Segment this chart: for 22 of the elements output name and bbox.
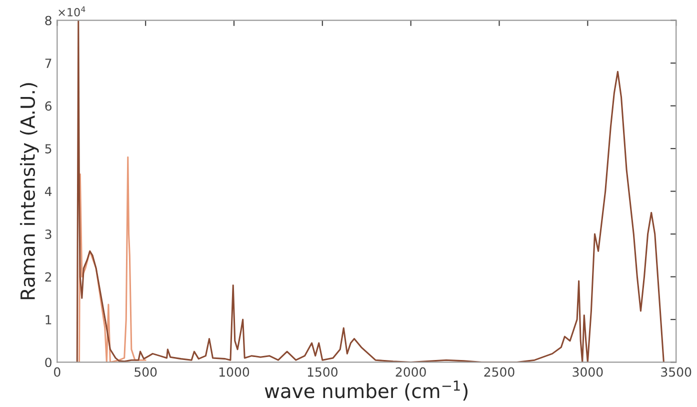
x-tick-label: 1000 <box>219 367 250 377</box>
x-axis-title: wave number (cm$^{−1}$) <box>264 380 468 401</box>
line-series <box>78 156 146 362</box>
x-tick-label: 3500 <box>661 367 692 377</box>
y-tick-label: 6 <box>45 101 52 111</box>
y-axis-title: Raman intensity (A.U.) <box>20 83 39 300</box>
y-tick-label: 5 <box>45 144 52 154</box>
y-tick-label: 7 <box>45 58 52 68</box>
text: ×10$^{4}$ <box>58 6 86 16</box>
y-tick-label: 1 <box>46 315 52 324</box>
x-tick-label: 3000 <box>572 367 603 377</box>
x-tick-label: 2500 <box>484 367 514 377</box>
line-series <box>76 20 664 362</box>
y-tick-label: 0 <box>45 358 52 368</box>
y-tick-label: 3 <box>45 229 52 239</box>
x-tick-label: 2000 <box>396 367 426 377</box>
x-tick-label: 500 <box>134 367 157 377</box>
x-tick-label: 0 <box>54 367 60 377</box>
x-tick-label: 1500 <box>308 367 338 377</box>
y-tick-label: 4 <box>44 186 52 196</box>
y-tick-label: 8 <box>45 16 52 26</box>
y-tick-label: 2 <box>45 272 52 282</box>
